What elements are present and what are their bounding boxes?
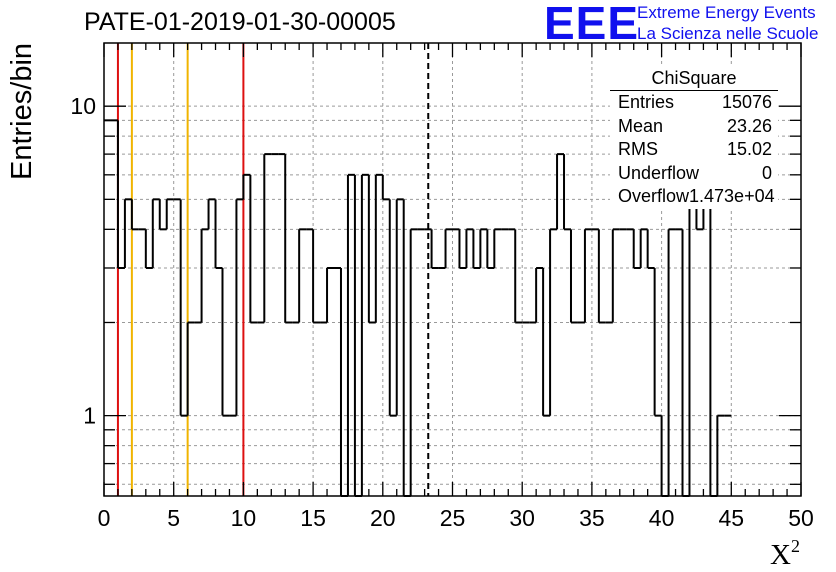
stats-label: Underflow: [618, 162, 700, 183]
x-tick-label: 25: [440, 505, 466, 531]
stats-row-overflow: Overflow 1.473e+04: [610, 185, 778, 209]
stats-value: 23.26: [726, 115, 772, 136]
stats-value: 0: [761, 162, 772, 183]
x-tick-label: 0: [98, 505, 111, 531]
x-axis-label-superscript: 2: [790, 536, 800, 556]
y-tick-label: 10: [70, 93, 96, 119]
logo-caption: Extreme Energy Events La Scienza nelle S…: [637, 2, 818, 44]
x-tick-label: 15: [300, 505, 326, 531]
x-axis-label: X2: [770, 536, 800, 572]
x-tick-label: 40: [649, 505, 675, 531]
x-tick-label: 20: [370, 505, 396, 531]
y-axis-label: Entries/bin: [6, 42, 38, 180]
stats-row-entries: Entries 15076: [610, 91, 778, 115]
logo-caption-line1: Extreme Energy Events: [637, 3, 816, 22]
x-tick-label: 45: [719, 505, 745, 531]
stats-value: 15076: [721, 92, 772, 112]
stats-label: RMS: [618, 139, 658, 159]
chart-title: PATE-01-2019-01-30-00005: [84, 8, 396, 36]
stats-row-mean: Mean 23.26: [610, 115, 778, 139]
stats-title: ChiSquare: [610, 66, 778, 91]
stats-label: Mean: [618, 115, 664, 136]
stats-label: Entries: [618, 92, 675, 112]
tick-labels: 0 5 10 15 20 25 30 35 40 45 50 1 10: [70, 93, 813, 531]
x-axis-label-base: X: [770, 539, 791, 571]
stats-row-underflow: Underflow 0: [610, 162, 778, 186]
stats-value: 1.473e+04: [689, 186, 775, 206]
stats-box: ChiSquare Entries 15076 Mean 23.26 RMS 15.0…: [610, 66, 778, 209]
x-tick-label: 30: [509, 505, 535, 531]
stats-row-rms: RMS 15.02: [610, 138, 778, 162]
x-tick-label: 50: [788, 505, 814, 531]
y-tick-label: 1: [83, 403, 96, 429]
stats-label: Overflow: [618, 186, 690, 206]
stats-value: 15.02: [726, 139, 772, 159]
logo-caption-line2: La Scienza nelle Scuole: [637, 24, 819, 43]
x-tick-label: 5: [167, 505, 180, 531]
x-tick-label: 10: [231, 505, 257, 531]
eee-logo: EEE: [544, 0, 640, 49]
axis-ticks: [103, 43, 802, 496]
reference-lines: [116, 43, 430, 496]
x-tick-label: 35: [579, 505, 605, 531]
